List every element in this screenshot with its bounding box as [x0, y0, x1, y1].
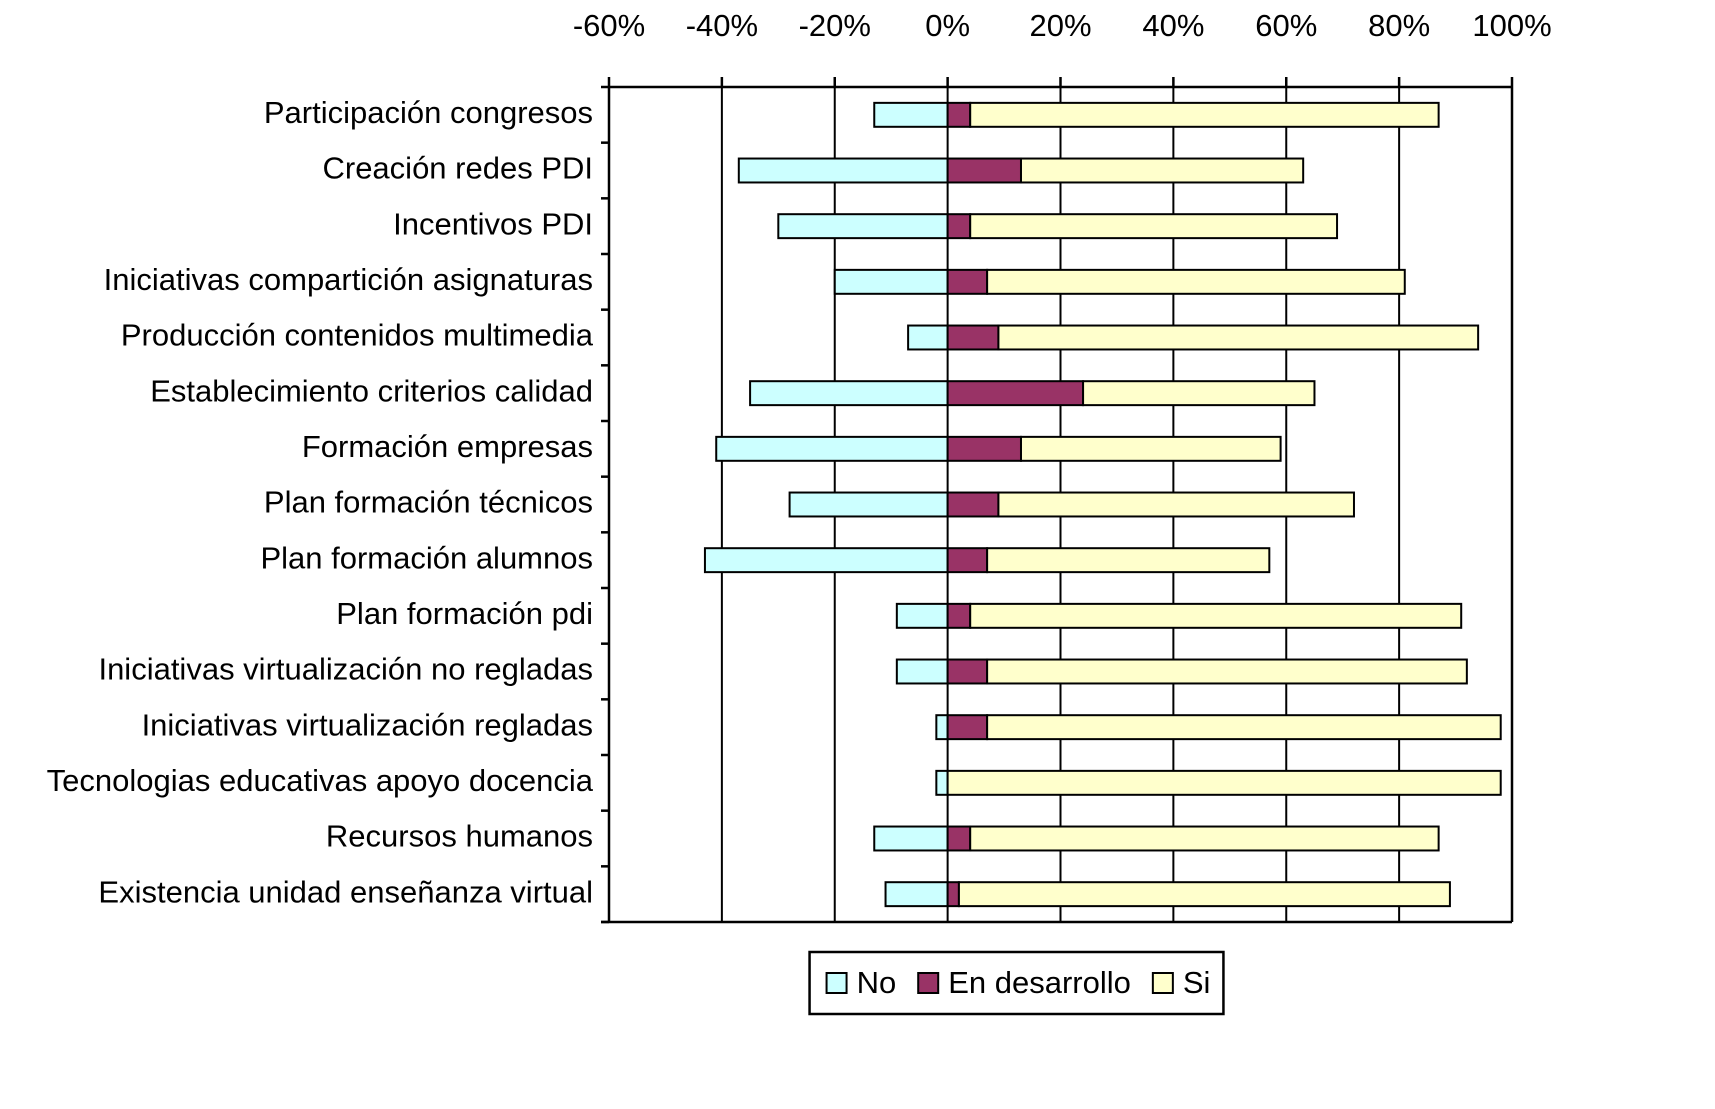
x-tick-label: 100% [1472, 8, 1551, 43]
y-tick-label: Plan formación alumnos [260, 540, 593, 575]
x-tick-label: -20% [799, 8, 871, 43]
bar [884, 881, 949, 908]
bar [895, 658, 949, 685]
bar [737, 157, 949, 184]
y-tick-label: Participación congresos [264, 95, 593, 130]
bar [946, 435, 1022, 462]
bar [957, 881, 1451, 908]
bar [777, 213, 949, 240]
bar [946, 658, 989, 685]
legend-label: Si [1183, 965, 1211, 1000]
bar [935, 769, 949, 796]
bar [986, 547, 1271, 574]
bar [788, 491, 949, 518]
bar [986, 268, 1406, 295]
bar [873, 101, 949, 128]
x-tick-label: 0% [925, 8, 970, 43]
bar [969, 213, 1339, 240]
bar [997, 491, 1355, 518]
legend-box [808, 950, 1225, 1016]
bar [946, 491, 1000, 518]
y-tick-label: Creación redes PDI [322, 151, 593, 186]
y-tick-label: Tecnologias educativas apoyo docencia [47, 763, 594, 798]
legend-swatch [917, 972, 940, 994]
bar [703, 547, 949, 574]
bar [833, 268, 949, 295]
x-tick-label: -60% [573, 8, 645, 43]
y-tick-label: Iniciativas compartición asignaturas [104, 262, 593, 297]
bar [946, 268, 989, 295]
x-tick-label: 40% [1142, 8, 1204, 43]
bar [946, 769, 1502, 796]
bar [986, 714, 1502, 741]
bar [715, 435, 949, 462]
legend-swatch [825, 972, 848, 994]
legend: No En desarrollo Si [808, 950, 1225, 1016]
y-tick-label: Plan formación pdi [336, 596, 593, 631]
y-tick-label: Recursos humanos [326, 819, 593, 854]
y-tick-label: Existencia unidad enseñanza virtual [98, 874, 593, 909]
x-tick-label: -40% [686, 8, 758, 43]
bar [969, 101, 1440, 128]
bar [946, 324, 1000, 351]
legend-label: No [857, 965, 897, 1000]
y-tick-label: Formación empresas [302, 429, 593, 464]
y-tick-label: Plan formación técnicos [264, 485, 593, 520]
y-tick-label: Iniciativas virtualización regladas [142, 707, 593, 742]
legend-label: En desarrollo [948, 965, 1131, 1000]
bar [749, 380, 949, 407]
x-tick-label: 80% [1368, 8, 1430, 43]
bar [946, 881, 960, 908]
bar [873, 825, 949, 852]
bar [946, 602, 972, 629]
bar [895, 602, 949, 629]
y-tick-label: Establecimiento criterios calidad [150, 373, 593, 408]
x-tick-label: 20% [1029, 8, 1091, 43]
bar [986, 658, 1468, 685]
y-tick-label: Iniciativas virtualización no regladas [98, 652, 593, 687]
bar [997, 324, 1480, 351]
legend-swatch [1151, 972, 1174, 994]
bar [946, 547, 989, 574]
x-tick-label: 60% [1255, 8, 1317, 43]
bar [946, 101, 972, 128]
bar [1019, 157, 1305, 184]
bar [969, 602, 1463, 629]
bar [946, 825, 972, 852]
bar [1019, 435, 1282, 462]
bar [946, 714, 989, 741]
y-tick-label: Producción contenidos multimedia [121, 318, 594, 353]
bar [1082, 380, 1316, 407]
bar [907, 324, 949, 351]
bar [969, 825, 1440, 852]
bar [946, 380, 1085, 407]
y-tick-label: Incentivos PDI [393, 206, 593, 241]
bar [946, 157, 1022, 184]
bar [946, 213, 972, 240]
bar [935, 714, 949, 741]
